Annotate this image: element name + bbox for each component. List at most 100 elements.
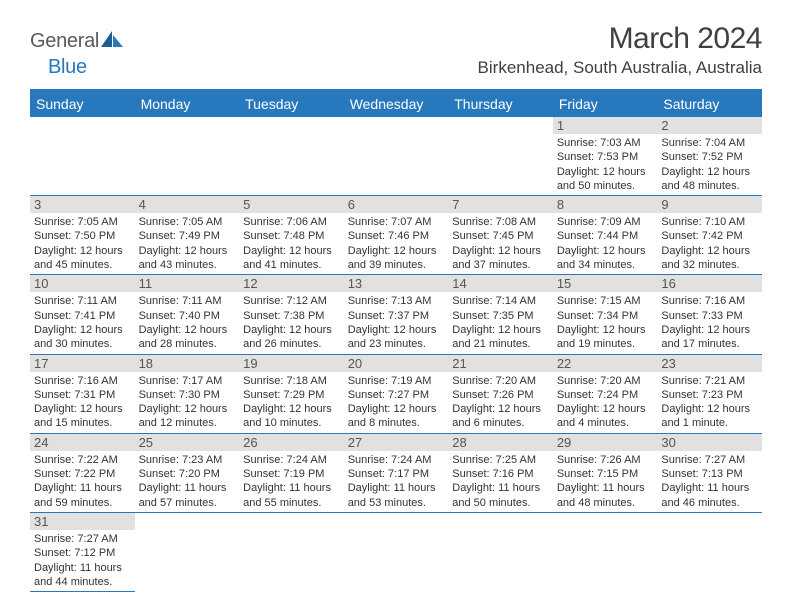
- daylight-line: Daylight: 11 hours and 46 minutes.: [661, 481, 758, 510]
- day-details: Sunrise: 7:17 AMSunset: 7:30 PMDaylight:…: [135, 372, 240, 433]
- sunset-line: Sunset: 7:34 PM: [557, 309, 654, 323]
- daylight-line: Daylight: 11 hours and 57 minutes.: [139, 481, 236, 510]
- calendar-cell: 16Sunrise: 7:16 AMSunset: 7:33 PMDayligh…: [657, 275, 762, 354]
- sunrise-line: Sunrise: 7:04 AM: [661, 136, 758, 150]
- day-number: 5: [239, 196, 344, 213]
- day-details: Sunrise: 7:18 AMSunset: 7:29 PMDaylight:…: [239, 372, 344, 433]
- calendar-cell: 3Sunrise: 7:05 AMSunset: 7:50 PMDaylight…: [30, 196, 135, 275]
- day-number: 7: [448, 196, 553, 213]
- day-number: 21: [448, 355, 553, 372]
- day-details: Sunrise: 7:24 AMSunset: 7:19 PMDaylight:…: [239, 451, 344, 512]
- day-number: 17: [30, 355, 135, 372]
- sunrise-line: Sunrise: 7:06 AM: [243, 215, 340, 229]
- day-number: 9: [657, 196, 762, 213]
- day-details: Sunrise: 7:22 AMSunset: 7:22 PMDaylight:…: [30, 451, 135, 512]
- calendar-cell: [448, 512, 553, 591]
- calendar-body: 1Sunrise: 7:03 AMSunset: 7:53 PMDaylight…: [30, 117, 762, 592]
- calendar-cell: 6Sunrise: 7:07 AMSunset: 7:46 PMDaylight…: [344, 196, 449, 275]
- sunrise-line: Sunrise: 7:03 AM: [557, 136, 654, 150]
- day-details: Sunrise: 7:24 AMSunset: 7:17 PMDaylight:…: [344, 451, 449, 512]
- day-number: 4: [135, 196, 240, 213]
- sunrise-line: Sunrise: 7:22 AM: [34, 453, 131, 467]
- calendar-week-row: 31Sunrise: 7:27 AMSunset: 7:12 PMDayligh…: [30, 512, 762, 591]
- calendar-cell: [344, 512, 449, 591]
- calendar-cell: 30Sunrise: 7:27 AMSunset: 7:13 PMDayligh…: [657, 433, 762, 512]
- daylight-line: Daylight: 12 hours and 50 minutes.: [557, 165, 654, 194]
- brand-part1: General: [30, 30, 99, 53]
- sunrise-line: Sunrise: 7:08 AM: [452, 215, 549, 229]
- calendar-header-row: SundayMondayTuesdayWednesdayThursdayFrid…: [30, 90, 762, 117]
- daylight-line: Daylight: 12 hours and 26 minutes.: [243, 323, 340, 352]
- calendar-cell: 2Sunrise: 7:04 AMSunset: 7:52 PMDaylight…: [657, 117, 762, 196]
- day-number: 30: [657, 434, 762, 451]
- weekday-header: Saturday: [657, 90, 762, 117]
- daylight-line: Daylight: 11 hours and 48 minutes.: [557, 481, 654, 510]
- calendar-page: General March 2024 Birkenhead, South Aus…: [0, 0, 792, 592]
- calendar-cell: 29Sunrise: 7:26 AMSunset: 7:15 PMDayligh…: [553, 433, 658, 512]
- sunrise-line: Sunrise: 7:23 AM: [139, 453, 236, 467]
- daylight-line: Daylight: 12 hours and 43 minutes.: [139, 244, 236, 273]
- day-details: Sunrise: 7:05 AMSunset: 7:50 PMDaylight:…: [30, 213, 135, 274]
- daylight-line: Daylight: 12 hours and 6 minutes.: [452, 402, 549, 431]
- sunrise-line: Sunrise: 7:20 AM: [452, 374, 549, 388]
- daylight-line: Daylight: 11 hours and 53 minutes.: [348, 481, 445, 510]
- calendar-cell: 18Sunrise: 7:17 AMSunset: 7:30 PMDayligh…: [135, 354, 240, 433]
- sunset-line: Sunset: 7:44 PM: [557, 229, 654, 243]
- sunrise-line: Sunrise: 7:11 AM: [34, 294, 131, 308]
- sunrise-line: Sunrise: 7:18 AM: [243, 374, 340, 388]
- sunset-line: Sunset: 7:42 PM: [661, 229, 758, 243]
- calendar-cell: 9Sunrise: 7:10 AMSunset: 7:42 PMDaylight…: [657, 196, 762, 275]
- calendar-cell: 25Sunrise: 7:23 AMSunset: 7:20 PMDayligh…: [135, 433, 240, 512]
- sunset-line: Sunset: 7:53 PM: [557, 150, 654, 164]
- day-number: 1: [553, 117, 658, 134]
- day-number: 16: [657, 275, 762, 292]
- day-details: Sunrise: 7:07 AMSunset: 7:46 PMDaylight:…: [344, 213, 449, 274]
- day-number: 12: [239, 275, 344, 292]
- sunset-line: Sunset: 7:35 PM: [452, 309, 549, 323]
- sunset-line: Sunset: 7:27 PM: [348, 388, 445, 402]
- weekday-header: Sunday: [30, 90, 135, 117]
- calendar-week-row: 10Sunrise: 7:11 AMSunset: 7:41 PMDayligh…: [30, 275, 762, 354]
- sunset-line: Sunset: 7:31 PM: [34, 388, 131, 402]
- day-number: 28: [448, 434, 553, 451]
- sunrise-line: Sunrise: 7:15 AM: [557, 294, 654, 308]
- daylight-line: Daylight: 12 hours and 34 minutes.: [557, 244, 654, 273]
- daylight-line: Daylight: 11 hours and 55 minutes.: [243, 481, 340, 510]
- daylight-line: Daylight: 12 hours and 32 minutes.: [661, 244, 758, 273]
- day-details: Sunrise: 7:04 AMSunset: 7:52 PMDaylight:…: [657, 134, 762, 195]
- sunset-line: Sunset: 7:46 PM: [348, 229, 445, 243]
- calendar-cell: 27Sunrise: 7:24 AMSunset: 7:17 PMDayligh…: [344, 433, 449, 512]
- sunset-line: Sunset: 7:24 PM: [557, 388, 654, 402]
- calendar-week-row: 3Sunrise: 7:05 AMSunset: 7:50 PMDaylight…: [30, 196, 762, 275]
- day-number: 24: [30, 434, 135, 451]
- day-details: Sunrise: 7:13 AMSunset: 7:37 PMDaylight:…: [344, 292, 449, 353]
- calendar-cell: [30, 117, 135, 196]
- sunrise-line: Sunrise: 7:13 AM: [348, 294, 445, 308]
- sunset-line: Sunset: 7:16 PM: [452, 467, 549, 481]
- weekday-header: Tuesday: [239, 90, 344, 117]
- day-details: Sunrise: 7:20 AMSunset: 7:24 PMDaylight:…: [553, 372, 658, 433]
- calendar-cell: 12Sunrise: 7:12 AMSunset: 7:38 PMDayligh…: [239, 275, 344, 354]
- day-number: 19: [239, 355, 344, 372]
- sunset-line: Sunset: 7:23 PM: [661, 388, 758, 402]
- calendar-cell: 7Sunrise: 7:08 AMSunset: 7:45 PMDaylight…: [448, 196, 553, 275]
- sunset-line: Sunset: 7:20 PM: [139, 467, 236, 481]
- calendar-cell: [135, 117, 240, 196]
- weekday-header: Friday: [553, 90, 658, 117]
- day-details: Sunrise: 7:03 AMSunset: 7:53 PMDaylight:…: [553, 134, 658, 195]
- calendar-cell: 11Sunrise: 7:11 AMSunset: 7:40 PMDayligh…: [135, 275, 240, 354]
- daylight-line: Daylight: 12 hours and 21 minutes.: [452, 323, 549, 352]
- day-number: 31: [30, 513, 135, 530]
- sunrise-line: Sunrise: 7:27 AM: [34, 532, 131, 546]
- sunset-line: Sunset: 7:48 PM: [243, 229, 340, 243]
- calendar-cell: 13Sunrise: 7:13 AMSunset: 7:37 PMDayligh…: [344, 275, 449, 354]
- day-number: 18: [135, 355, 240, 372]
- day-number: 10: [30, 275, 135, 292]
- daylight-line: Daylight: 12 hours and 23 minutes.: [348, 323, 445, 352]
- brand-logo: General: [30, 22, 123, 53]
- day-details: Sunrise: 7:16 AMSunset: 7:31 PMDaylight:…: [30, 372, 135, 433]
- sunset-line: Sunset: 7:33 PM: [661, 309, 758, 323]
- sunrise-line: Sunrise: 7:16 AM: [661, 294, 758, 308]
- day-details: Sunrise: 7:14 AMSunset: 7:35 PMDaylight:…: [448, 292, 553, 353]
- sunrise-line: Sunrise: 7:11 AM: [139, 294, 236, 308]
